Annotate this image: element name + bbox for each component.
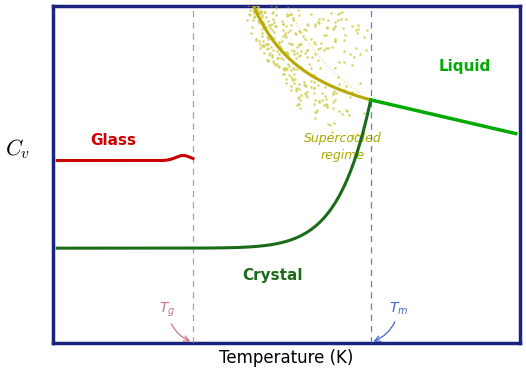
- Text: Supercooled
regime: Supercooled regime: [304, 132, 381, 162]
- X-axis label: Temperature (K): Temperature (K): [219, 350, 353, 367]
- Text: Liquid: Liquid: [438, 59, 490, 74]
- Text: $T_m$: $T_m$: [375, 300, 409, 341]
- Text: Crystal: Crystal: [242, 267, 303, 283]
- Text: $C_v$: $C_v$: [5, 137, 31, 161]
- Text: $T_g$: $T_g$: [159, 300, 189, 341]
- Text: Glass: Glass: [90, 133, 136, 148]
